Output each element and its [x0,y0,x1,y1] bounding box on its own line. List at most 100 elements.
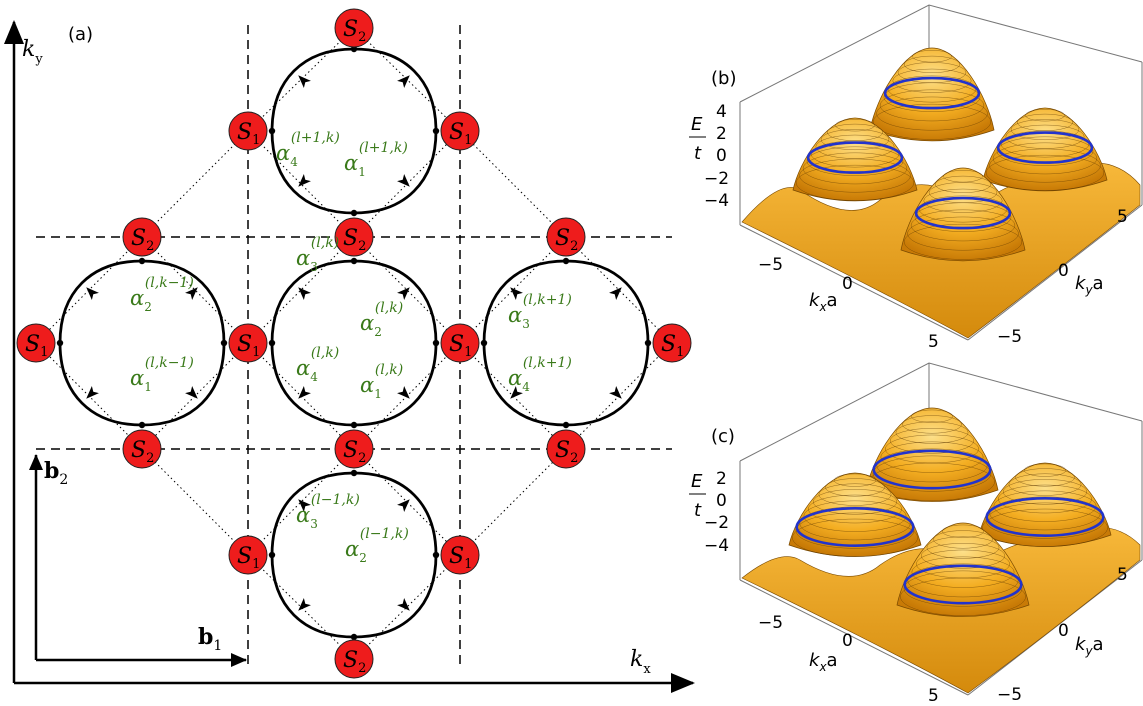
svg-text:0: 0 [716,146,727,166]
orbit [482,259,650,427]
orbit-arrow [397,386,410,399]
orbit-vertex-dot [562,421,570,429]
surface-peak [788,472,922,557]
orbit-vertex-dot [432,551,440,559]
orbit-arrow [185,287,198,300]
svg-text:S2: S2 [555,438,578,466]
fermi-contour [996,131,1094,164]
node-s1: S1 [440,323,480,363]
panel-b-surface-plot: (b) 4 2 0 −2 −4 E t −5 0 5 kxa [689,4,1143,352]
svg-text:S2: S2 [131,226,154,254]
panel-c-label: (c) [711,426,735,447]
svg-text:5: 5 [1117,565,1128,585]
svg-text:2: 2 [716,124,727,144]
surface-peak [900,167,1026,262]
svg-text:−5: −5 [758,613,783,633]
svg-text:S2: S2 [131,438,154,466]
panel-b-z-axis: 4 2 0 −2 −4 E t [689,102,729,211]
node-s1: S1 [228,535,268,575]
orbits [56,45,652,641]
alpha-label: α1(l,k−1) [130,355,194,394]
orbit-vertex-dot [350,633,358,641]
node-s2: S2 [334,8,374,48]
panel-b-peaks [792,47,1108,262]
panel-b-ky-axis: 5 0 −5 kya [997,207,1128,347]
orbit-vertex-dot [268,127,276,135]
orbit-arrow [397,598,410,611]
fermi-contour [872,449,992,490]
svg-text:5: 5 [1117,207,1128,227]
panel-b-kx-label: kxa [809,290,838,314]
orbit-arrow [397,75,410,88]
orbit-arrow [510,287,523,300]
node-s2: S2 [334,429,374,469]
svg-text:S2: S2 [343,226,366,254]
fermi-contour [914,196,1012,230]
panel-c-kx-axis: −5 0 5 kxa [758,613,939,706]
panel-c-ky-axis: 5 0 −5 kya [997,565,1128,705]
orbit-vertex-dot [220,339,228,347]
svg-text:S1: S1 [237,120,260,148]
node-s2: S2 [122,429,162,469]
panel-c-peaks [788,407,1112,617]
orbit-arrow [609,287,622,300]
orbit-arrow [298,499,311,512]
orbit-vertex-dot [480,339,488,347]
panel-c-surface-plot: (c) 2 0 −2 −4 E t −5 0 5 kxa 5 0 [689,362,1143,706]
orbit-arrow [298,386,311,399]
svg-text:S2: S2 [343,438,366,466]
svg-text:S1: S1 [449,120,472,148]
svg-text:0: 0 [842,274,853,294]
alpha-label: α2(l,k) [360,300,403,339]
orbit-vertex-dot [432,127,440,135]
alpha-label: α4(l,k+1) [508,355,572,394]
fermi-contour [806,141,904,174]
orbit-vertex-dot [56,339,64,347]
zone-boundaries [36,25,672,665]
svg-text:S2: S2 [555,226,578,254]
svg-text:S1: S1 [237,544,260,572]
alpha-labels: α4(l+1,k)α1(l+1,k) α2(l,k−1) α1(l,k−1) α3(l… [130,130,572,565]
orbit-arrow [86,386,99,399]
alpha-label: α1(l,k) [360,362,403,401]
surface-peak [865,407,999,502]
orbit-arrow [298,75,311,88]
orbit-arrow [397,287,410,300]
svg-text:S1: S1 [237,332,260,360]
panel-a-diagram: ky (a) kx b2 b1 S1 S1 S1 S1 S1 S1 S1 S1 S2 S2 S2 S2… [3,8,695,693]
svg-text:5: 5 [928,332,939,352]
svg-text:0: 0 [716,491,727,511]
node-s2: S2 [546,429,586,469]
node-s1: S1 [440,111,480,151]
svg-text:S1: S1 [25,332,48,360]
orbit-arrow [397,499,410,512]
node-s2: S2 [122,217,162,257]
svg-text:S2: S2 [343,17,366,45]
alpha-label: α3(l,k+1) [508,292,572,331]
svg-text:2: 2 [716,469,727,489]
node-s1: S1 [440,535,480,575]
alpha-label: α3(l−1,k) [296,492,360,531]
orbit-vertex-dot [350,257,358,265]
fermi-contour [903,564,1023,605]
orbit-arrow [510,386,523,399]
node-s1: S1 [16,323,56,363]
panel-b-box [739,4,1143,341]
fermi-contour [883,76,981,110]
svg-text:0: 0 [1058,621,1069,641]
node-s2: S2 [334,217,374,257]
orbit-vertex-dot [138,421,146,429]
orbit-arrow [298,287,311,300]
panel-c-ky-label: kya [1075,634,1104,658]
svg-text:−5: −5 [758,255,783,275]
svg-text:−5: −5 [997,685,1022,705]
orbit-arrow [185,386,198,399]
orbit-arrow [609,386,622,399]
node-s1: S1 [228,323,268,363]
node-s1: S1 [228,111,268,151]
svg-text:t: t [694,143,702,164]
surface-peak [896,522,1030,617]
orbit-vertex-dot [268,339,276,347]
orbit-arrow [86,287,99,300]
